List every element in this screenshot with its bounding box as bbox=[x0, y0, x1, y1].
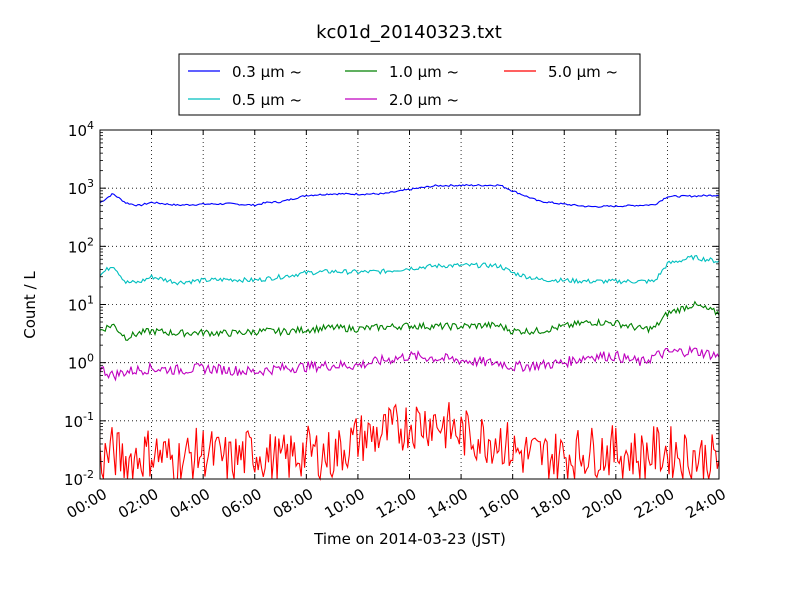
x-tick-labels: 00:00 02:00 04:00 06:00 08:00 10:00 12:00 14:00… bbox=[64, 485, 729, 522]
x-tick-label: 12:00 bbox=[373, 485, 419, 522]
chart-title: kc01d_20140323.txt bbox=[316, 22, 502, 43]
legend-label: 5.0 μm ~ bbox=[548, 63, 618, 81]
grid bbox=[100, 130, 719, 479]
y-tick-labels: 10-2 10-1 100 101 102 103 104 bbox=[64, 119, 94, 489]
series-line bbox=[99, 184, 720, 208]
x-tick-label: 18:00 bbox=[528, 485, 574, 522]
y-tick-label: 101 bbox=[68, 294, 94, 315]
legend-label: 2.0 μm ~ bbox=[389, 91, 459, 109]
y-tick-label: 102 bbox=[68, 235, 94, 256]
y-tick-label: 10-1 bbox=[64, 410, 94, 431]
y-tick-label: 104 bbox=[68, 119, 94, 140]
y-tick-label: 10-2 bbox=[64, 468, 94, 489]
x-tick-label: 16:00 bbox=[476, 485, 522, 522]
series-line bbox=[99, 300, 720, 341]
x-tick-label: 24:00 bbox=[683, 485, 729, 522]
legend-label: 1.0 μm ~ bbox=[389, 63, 459, 81]
plot-area bbox=[99, 184, 720, 482]
x-axis-label: Time on 2014-03-23 (JST) bbox=[313, 530, 506, 548]
y-axis-label: Count / L bbox=[21, 271, 39, 339]
legend-label: 0.3 μm ~ bbox=[232, 63, 302, 81]
series-line bbox=[99, 345, 720, 382]
series-line bbox=[99, 402, 720, 482]
x-tick-label: 20:00 bbox=[579, 485, 625, 522]
ticks bbox=[99, 129, 720, 480]
x-tick-label: 04:00 bbox=[167, 485, 213, 522]
legend-label: 0.5 μm ~ bbox=[232, 91, 302, 109]
y-tick-label: 100 bbox=[68, 352, 94, 373]
x-tick-label: 22:00 bbox=[631, 485, 677, 522]
x-tick-label: 10:00 bbox=[321, 485, 367, 522]
x-tick-label: 00:00 bbox=[64, 485, 110, 522]
x-tick-label: 06:00 bbox=[218, 485, 264, 522]
legend-box bbox=[178, 53, 641, 116]
x-tick-label: 02:00 bbox=[115, 485, 161, 522]
series-line bbox=[99, 254, 720, 286]
x-tick-label: 08:00 bbox=[270, 485, 316, 522]
legend: 0.3 μm ~ 0.5 μm ~ 1.0 μm ~ 2.0 μm ~ 5.0 μm ~ bbox=[178, 53, 641, 116]
y-tick-label: 103 bbox=[68, 177, 94, 198]
x-tick-label: 14:00 bbox=[425, 485, 471, 522]
